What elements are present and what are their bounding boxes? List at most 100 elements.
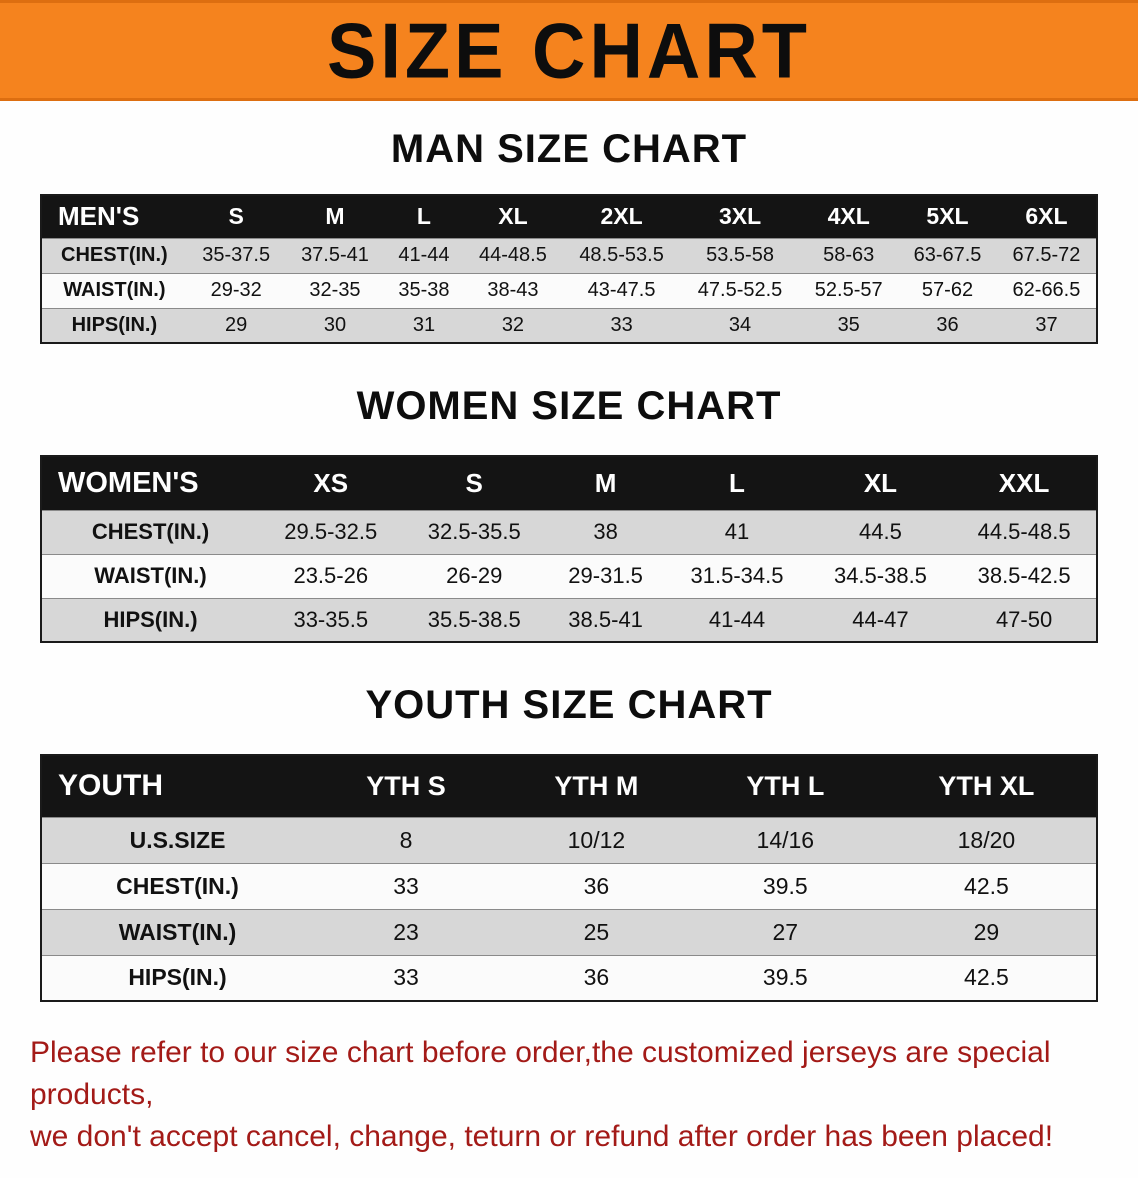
row-label: HIPS(IN.)	[128, 964, 227, 991]
row-label: HIPS(IN.)	[103, 606, 198, 632]
size-value: 27	[772, 918, 799, 945]
table-row: U.S.SIZE 8 10/12 14/16 18/20	[41, 817, 1097, 863]
size-value: 35-38	[398, 279, 450, 301]
size-column-header: XXL	[952, 456, 1097, 510]
size-value: 44-47	[852, 606, 909, 632]
size-value: 52.5-57	[814, 279, 883, 301]
men-size-section: MAN SIZE CHART MEN'S S M L XL 2XL 3XL 4XL 5XL 6XL…	[0, 127, 1138, 344]
size-value: 39.5	[762, 872, 808, 899]
size-value: 35	[837, 313, 860, 336]
size-column-header: S	[186, 195, 286, 238]
size-value: 33-35.5	[293, 606, 369, 632]
size-value: 32.5-35.5	[427, 519, 521, 544]
size-column-header: YTH S	[313, 755, 500, 817]
table-row: CHEST(IN.) 35-37.5 37.5-41 41-44 44-48.5 48.5…	[41, 238, 1097, 273]
footer-notice: Please refer to our size chart before or…	[0, 1032, 1138, 1178]
size-column-header: M	[545, 456, 666, 510]
size-value: 41-44	[708, 606, 766, 632]
size-column-header: YTH L	[693, 755, 877, 817]
table-row: HIPS(IN.) 33-35.5 35.5-38.5 38.5-41 41-44 44-…	[41, 598, 1097, 642]
size-value: 10/12	[567, 826, 626, 853]
row-label: CHEST(IN.)	[116, 872, 239, 899]
size-value: 67.5-72	[1012, 244, 1081, 266]
size-value: 32	[501, 313, 525, 336]
youth-size-table-container: YOUTH YTH S YTH M YTH L YTH XL U.S.SIZE 8 10/12…	[0, 754, 1138, 1002]
size-value: 31.5-34.5	[690, 563, 784, 588]
size-value: 33	[393, 964, 419, 991]
notice-line-2: we don't accept cancel, change, teturn o…	[30, 1120, 1054, 1153]
size-value: 29	[973, 918, 1000, 945]
row-label: U.S.SIZE	[129, 826, 226, 853]
size-value: 38.5-41	[568, 606, 643, 632]
size-column-header: XL	[463, 195, 563, 238]
size-value: 41	[724, 519, 750, 544]
table-group-label: YOUTH	[41, 755, 314, 817]
size-value: 32-35	[309, 279, 361, 301]
size-value: 62-66.5	[1012, 279, 1081, 301]
notice-line-1: Please refer to our size chart before or…	[30, 1036, 1051, 1111]
size-column-header: 5XL	[898, 195, 997, 238]
size-value: 34.5-38.5	[833, 563, 927, 588]
size-value: 18/20	[957, 826, 1016, 853]
youth-chart-heading: YOUTH SIZE CHART	[365, 683, 773, 727]
row-label: CHEST(IN.)	[91, 519, 210, 544]
size-column-header: 4XL	[799, 195, 899, 238]
page-title: SIZE CHART	[327, 6, 811, 94]
size-column-header: XS	[259, 456, 403, 510]
size-value: 53.5-58	[706, 244, 774, 266]
size-value: 57-62	[921, 279, 974, 301]
size-value: 34	[728, 313, 752, 336]
size-value: 29	[225, 313, 248, 336]
size-value: 38.5-42.5	[977, 563, 1071, 588]
size-column-header: XL	[808, 456, 953, 510]
size-value: 38-43	[487, 279, 539, 301]
size-value: 25	[583, 918, 610, 945]
size-value: 44.5	[859, 519, 902, 544]
size-value: 36	[936, 313, 959, 336]
size-column-header: M	[285, 195, 385, 238]
row-label: WAIST(IN.)	[63, 279, 166, 301]
size-value: 36	[583, 872, 610, 899]
table-row: HIPS(IN.) 29 30 31 32 33 34 35 36 37	[41, 308, 1097, 343]
size-value: 26-29	[446, 563, 503, 588]
table-row: WAIST(IN.) 23.5-26 26-29 29-31.5 31.5-34.5 34…	[41, 554, 1097, 598]
men-size-table: MEN'S S M L XL 2XL 3XL 4XL 5XL 6XL CHEST(IN.) 35-37…	[40, 194, 1098, 344]
women-size-table: WOMEN'S XS S M L XL XXL CHEST(IN.) 29.5-32.5 32.5…	[40, 455, 1098, 643]
row-label: WAIST(IN.)	[94, 563, 207, 588]
row-label: WAIST(IN.)	[118, 918, 237, 945]
table-row: CHEST(IN.) 33 36 39.5 42.5	[41, 863, 1097, 909]
size-value: 37.5-41	[301, 244, 369, 266]
size-value: 14/16	[756, 826, 815, 853]
size-value: 33	[610, 313, 633, 336]
size-value: 42.5	[964, 964, 1009, 991]
women-size-section: WOMEN SIZE CHART WOMEN'S XS S M L XL XXL CHEST(…	[0, 384, 1138, 643]
table-row: WAIST(IN.) 29-32 32-35 35-38 38-43 43-47.5 47.…	[41, 273, 1097, 308]
women-size-table-container: WOMEN'S XS S M L XL XXL CHEST(IN.) 29.5-32.5 32.5…	[0, 455, 1138, 643]
size-value: 29-32	[210, 279, 262, 301]
size-value: 35.5-38.5	[427, 606, 521, 632]
table-row: WAIST(IN.) 23 25 27 29	[41, 909, 1097, 955]
size-column-header: 3XL	[680, 195, 800, 238]
size-value: 23	[393, 918, 419, 945]
size-column-header: YTH XL	[876, 755, 1097, 817]
size-value: 38	[593, 519, 618, 544]
men-size-table-container: MEN'S S M L XL 2XL 3XL 4XL 5XL 6XL CHEST(IN.) 35-37…	[0, 194, 1138, 344]
header-row: MEN'S S M L XL 2XL 3XL 4XL 5XL 6XL	[41, 195, 1097, 238]
size-value: 33	[393, 872, 419, 899]
size-value: 29-31.5	[568, 563, 643, 588]
women-chart-heading: WOMEN SIZE CHART	[356, 384, 782, 428]
banner: SIZE CHART	[0, 0, 1138, 101]
size-column-header: S	[402, 456, 546, 510]
size-column-header: L	[384, 195, 464, 238]
table-group-label: WOMEN'S	[41, 456, 260, 510]
header-row: YOUTH YTH S YTH M YTH L YTH XL	[41, 755, 1097, 817]
size-value: 37	[1035, 313, 1058, 336]
size-value: 58-63	[823, 244, 875, 266]
size-value: 36	[583, 964, 610, 991]
row-label: CHEST(IN.)	[61, 244, 168, 266]
size-column-header: 6XL	[996, 195, 1097, 238]
youth-size-table: YOUTH YTH S YTH M YTH L YTH XL U.S.SIZE 8 10/12…	[40, 754, 1098, 1002]
table-group-label: MEN'S	[41, 195, 187, 238]
table-row: HIPS(IN.) 33 36 39.5 42.5	[41, 955, 1097, 1001]
